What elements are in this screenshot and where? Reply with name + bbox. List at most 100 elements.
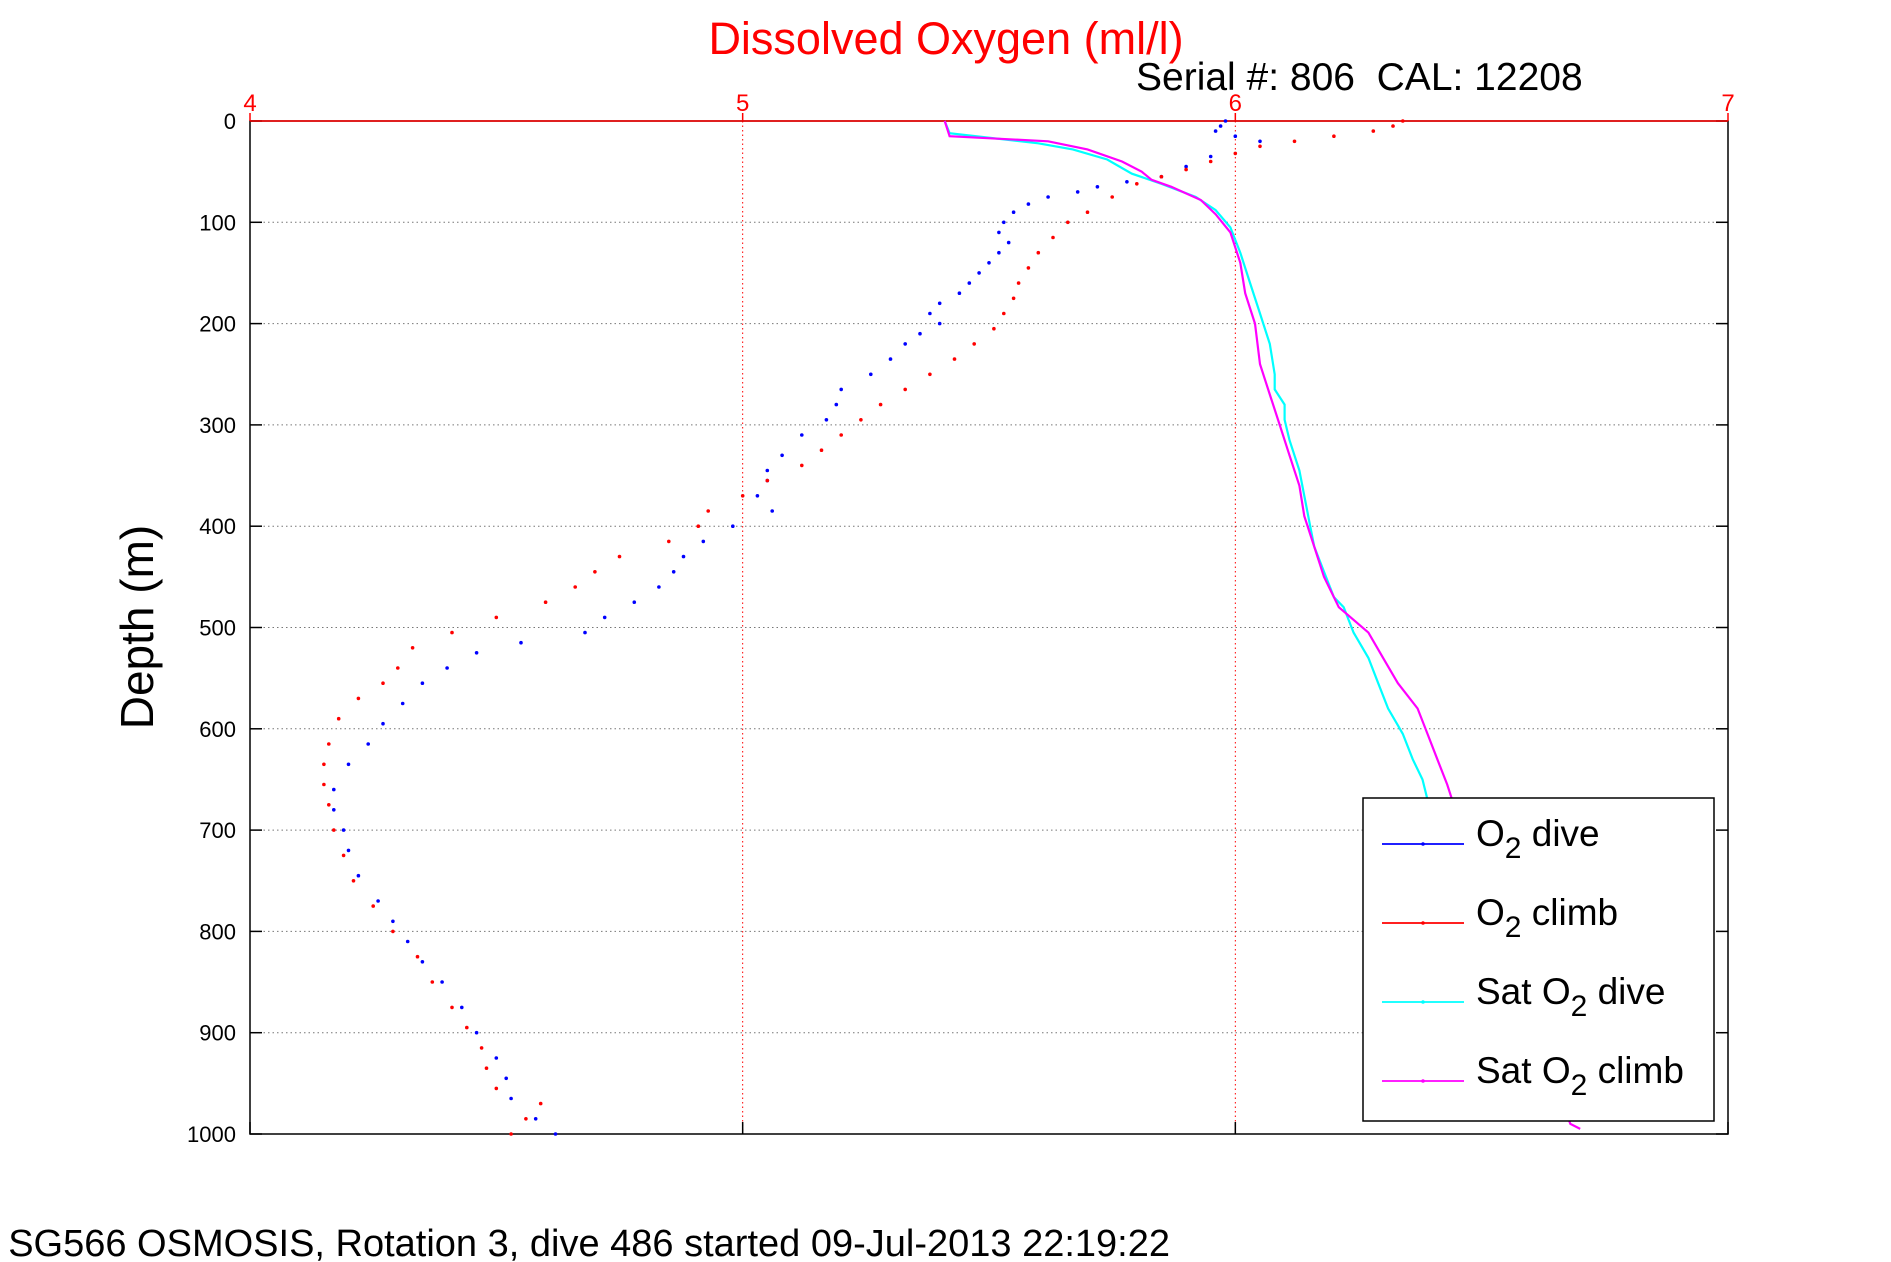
data-point xyxy=(765,468,770,473)
series-sat-o2-dive xyxy=(943,120,1429,800)
data-point xyxy=(450,1005,454,1010)
data-point xyxy=(327,742,331,746)
y-tick-label: 700 xyxy=(199,818,236,843)
data-point xyxy=(918,331,922,336)
legend-swatch-marker xyxy=(1421,842,1425,846)
data-point xyxy=(1051,235,1055,240)
data-point xyxy=(1016,281,1021,285)
data-point xyxy=(888,357,893,361)
legend-label-rest: dive xyxy=(1587,971,1665,1012)
data-point xyxy=(878,402,883,407)
data-point xyxy=(346,848,351,853)
data-point xyxy=(824,418,829,422)
data-point xyxy=(681,554,686,559)
serial-cal-label: Serial #: 806 CAL: 12208 xyxy=(1136,56,1583,99)
data-point xyxy=(1026,266,1031,270)
data-point xyxy=(1218,124,1223,128)
data-point xyxy=(1085,210,1090,214)
x-tick-label: 7 xyxy=(1721,90,1734,117)
data-point xyxy=(327,803,331,807)
data-point xyxy=(553,1132,558,1136)
data-point xyxy=(322,782,326,787)
grid xyxy=(250,121,1728,1134)
data-point xyxy=(1075,190,1080,194)
legend-entry: O2 climb xyxy=(1382,892,1618,944)
data-point xyxy=(1002,220,1006,225)
data-point xyxy=(391,929,395,934)
data-point xyxy=(1233,151,1238,156)
y-tick-label: 100 xyxy=(199,210,236,235)
data-point xyxy=(322,762,326,767)
data-point xyxy=(346,762,351,767)
data-point xyxy=(937,321,942,326)
data-point xyxy=(465,1025,469,1030)
data-point xyxy=(376,899,380,903)
data-point xyxy=(800,433,804,437)
data-point xyxy=(1391,124,1395,128)
data-point xyxy=(332,828,336,832)
data-point xyxy=(440,980,444,984)
data-point xyxy=(972,342,976,346)
legend-label-main: O xyxy=(1476,892,1505,933)
data-point xyxy=(819,448,824,453)
legend-label-main: O xyxy=(1476,813,1505,854)
data-point xyxy=(869,372,873,377)
data-point xyxy=(405,939,410,944)
data-point xyxy=(1011,296,1016,301)
data-point xyxy=(391,919,395,924)
data-point xyxy=(834,402,839,407)
y-tick-label: 800 xyxy=(199,919,236,944)
legend-label-subscript: 2 xyxy=(1505,911,1522,944)
x-axis: 4 5 6 7 xyxy=(243,90,1735,1134)
legend-entry: Sat O2 dive xyxy=(1382,971,1665,1023)
data-point xyxy=(332,787,336,792)
series-o2-dive xyxy=(332,119,1262,1136)
series-line-sat-o2-climb xyxy=(943,120,1581,1130)
legend-label-rest: dive xyxy=(1521,813,1599,854)
data-point xyxy=(731,524,735,528)
data-point xyxy=(509,1096,513,1101)
data-point xyxy=(967,281,972,285)
data-point xyxy=(1208,154,1213,159)
data-point xyxy=(740,494,745,498)
legend-swatch-marker xyxy=(1421,1079,1425,1083)
data-point xyxy=(1258,139,1262,144)
chart-title: Dissolved Oxygen (ml/l) xyxy=(708,13,1183,64)
data-point xyxy=(445,666,449,670)
data-point xyxy=(671,570,676,574)
legend-label: Sat O2 dive xyxy=(1476,971,1665,1023)
data-point xyxy=(474,1030,479,1035)
data-point xyxy=(460,1005,464,1010)
legend-label-subscript: 2 xyxy=(1571,1069,1588,1102)
data-point xyxy=(410,646,415,650)
data-point xyxy=(543,600,548,604)
legend-label-subscript: 2 xyxy=(1505,832,1522,865)
data-point xyxy=(1184,167,1188,172)
data-point xyxy=(450,630,454,635)
y-tick-label: 300 xyxy=(199,413,236,438)
data-point xyxy=(381,681,385,685)
data-point xyxy=(519,640,523,645)
data-point xyxy=(928,311,932,316)
data-point xyxy=(977,271,981,275)
data-point xyxy=(701,539,706,544)
data-point xyxy=(381,721,385,726)
series-line-sat-o2-dive xyxy=(943,120,1429,800)
data-point xyxy=(696,524,701,528)
data-point xyxy=(937,301,942,306)
data-point xyxy=(494,615,499,620)
data-point xyxy=(1026,202,1031,206)
data-point xyxy=(356,873,361,878)
x-tick-label: 6 xyxy=(1229,90,1242,117)
legend-label-rest: climb xyxy=(1521,892,1618,933)
data-point xyxy=(1095,185,1100,189)
data-point xyxy=(1066,220,1070,225)
legend-label-rest: climb xyxy=(1587,1050,1684,1091)
legend-swatch-marker xyxy=(1421,921,1425,925)
data-point xyxy=(903,387,907,392)
data-point xyxy=(780,453,784,458)
data-point xyxy=(341,828,346,832)
series-layer xyxy=(322,119,1581,1136)
